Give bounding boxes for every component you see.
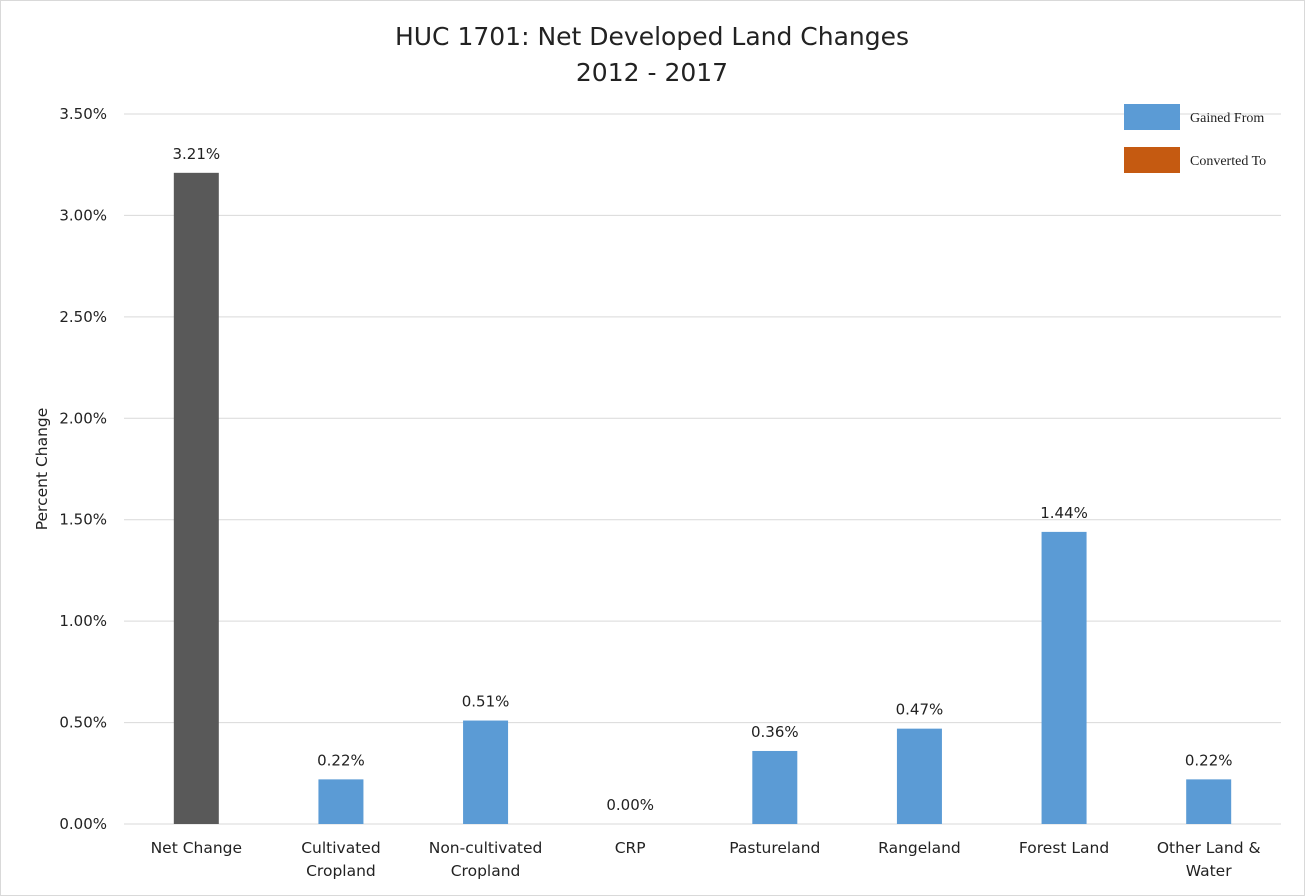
- data-label: 0.00%: [606, 796, 654, 814]
- bar: [1041, 531, 1087, 824]
- data-label: 0.22%: [1185, 751, 1233, 769]
- data-label: 0.22%: [317, 751, 365, 769]
- y-tick-label: 2.00%: [59, 409, 107, 427]
- data-label: 1.44%: [1040, 504, 1088, 522]
- data-label: 0.51%: [462, 693, 510, 711]
- y-tick-label: 1.00%: [59, 612, 107, 630]
- y-tick-label: 1.50%: [59, 511, 107, 529]
- chart-title-line-2: 2012 - 2017: [576, 58, 728, 87]
- x-tick-label: Forest Land: [1019, 839, 1109, 857]
- chart-title-line-1: HUC 1701: Net Developed Land Changes: [395, 22, 909, 51]
- bar: [752, 750, 798, 824]
- x-tick-label: Water: [1186, 862, 1232, 880]
- bar: [173, 172, 219, 825]
- y-tick-label: 0.00%: [59, 815, 107, 833]
- x-tick-label: Cropland: [306, 862, 376, 880]
- bar: [318, 779, 364, 824]
- data-labels: 3.21% 0.22% 0.51% 0.00% 0.36% 0.47% 1.44% 0.22%: [172, 145, 1232, 814]
- x-tick-label: Non-cultivated: [429, 839, 543, 857]
- x-tick-label: Other Land &: [1157, 839, 1261, 857]
- data-label: 0.47%: [896, 701, 944, 719]
- x-tick-label: Net Change: [151, 839, 242, 857]
- gridlines: [124, 113, 1281, 825]
- bar: [1186, 779, 1232, 824]
- bar: [896, 728, 942, 824]
- legend: Gained From Converted To: [1124, 104, 1266, 173]
- y-tick-label: 0.50%: [59, 714, 107, 732]
- legend-label: Gained From: [1190, 111, 1264, 126]
- x-tick-label: CRP: [615, 839, 646, 857]
- legend-swatch: [1124, 104, 1180, 130]
- bars: [173, 172, 1232, 825]
- bar: [463, 720, 509, 824]
- x-tick-label: Rangeland: [878, 839, 961, 857]
- data-label: 0.36%: [751, 723, 799, 741]
- legend-label: Converted To: [1190, 154, 1266, 169]
- legend-swatch: [1124, 147, 1180, 173]
- y-tick-label: 2.50%: [59, 308, 107, 326]
- y-tick-label: 3.50%: [59, 105, 107, 123]
- y-axis-tick-labels: 0.00% 0.50% 1.00% 1.50% 2.00% 2.50% 3.00% 3.50%: [59, 105, 107, 833]
- x-tick-label: Cultivated: [301, 839, 380, 857]
- x-axis-category-labels: Net Change Cultivated Cropland Non-cultivat…: [151, 839, 1261, 880]
- y-axis-title: Percent Change: [33, 408, 51, 531]
- x-tick-label: Pastureland: [729, 839, 820, 857]
- chart-title: HUC 1701: Net Developed Land Changes 201…: [395, 22, 909, 87]
- x-tick-label: Cropland: [451, 862, 521, 880]
- y-tick-label: 3.00%: [59, 206, 107, 224]
- data-label: 3.21%: [172, 145, 220, 163]
